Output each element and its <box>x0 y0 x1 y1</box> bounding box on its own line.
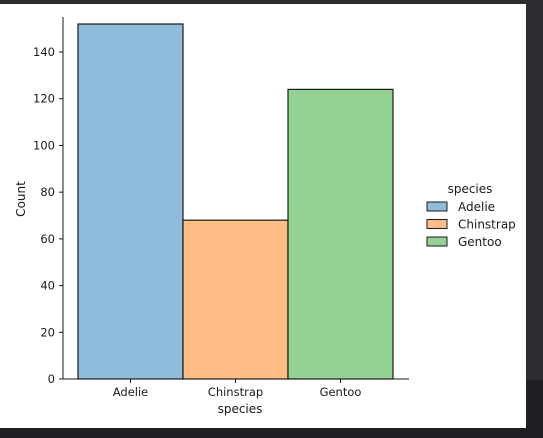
y-axis-label: Count <box>14 181 28 217</box>
y-tick-label: 0 <box>48 372 55 386</box>
bar-adelie <box>77 23 184 380</box>
x-tick-label-chinstrap: Chinstrap <box>208 385 263 399</box>
legend-swatch-chinstrap <box>426 219 448 229</box>
window-edge-bottom <box>0 428 543 438</box>
y-tick-label: 120 <box>33 92 55 106</box>
x-tick-label-adelie: Adelie <box>113 385 149 399</box>
bar-gentoo <box>287 88 394 380</box>
legend-title: species <box>448 182 493 196</box>
x-tick-label-gentoo: Gentoo <box>320 385 362 399</box>
y-tick-label: 20 <box>40 325 55 339</box>
x-axis: Adelie Chinstrap Gentoo <box>63 378 409 399</box>
x-axis-label: species <box>218 402 263 416</box>
y-tick-label: 140 <box>33 45 55 59</box>
window-edge-right <box>526 380 543 428</box>
y-tick-label: 60 <box>40 232 55 246</box>
legend: species Adelie Chinstrap Gentoo <box>426 182 516 249</box>
legend-label-chinstrap: Chinstrap <box>458 218 516 232</box>
bar-chart: 0 20 40 60 80 100 120 140 Adelie Chinstrap Gentoo… <box>14 17 516 416</box>
y-tick-label: 100 <box>33 138 55 152</box>
bar-chinstrap <box>182 219 289 380</box>
legend-swatch-adelie <box>426 201 448 212</box>
chart-figure: 0 20 40 60 80 100 120 140 Adelie Chinstrap Gentoo… <box>0 4 526 428</box>
bars-group <box>77 23 394 380</box>
y-tick-label: 40 <box>40 279 55 293</box>
y-tick-label: 80 <box>40 185 55 199</box>
legend-label-adelie: Adelie <box>458 200 495 214</box>
y-axis: 0 20 40 60 80 100 120 140 <box>33 17 64 386</box>
legend-swatch-gentoo <box>426 236 448 247</box>
legend-label-gentoo: Gentoo <box>458 235 502 249</box>
